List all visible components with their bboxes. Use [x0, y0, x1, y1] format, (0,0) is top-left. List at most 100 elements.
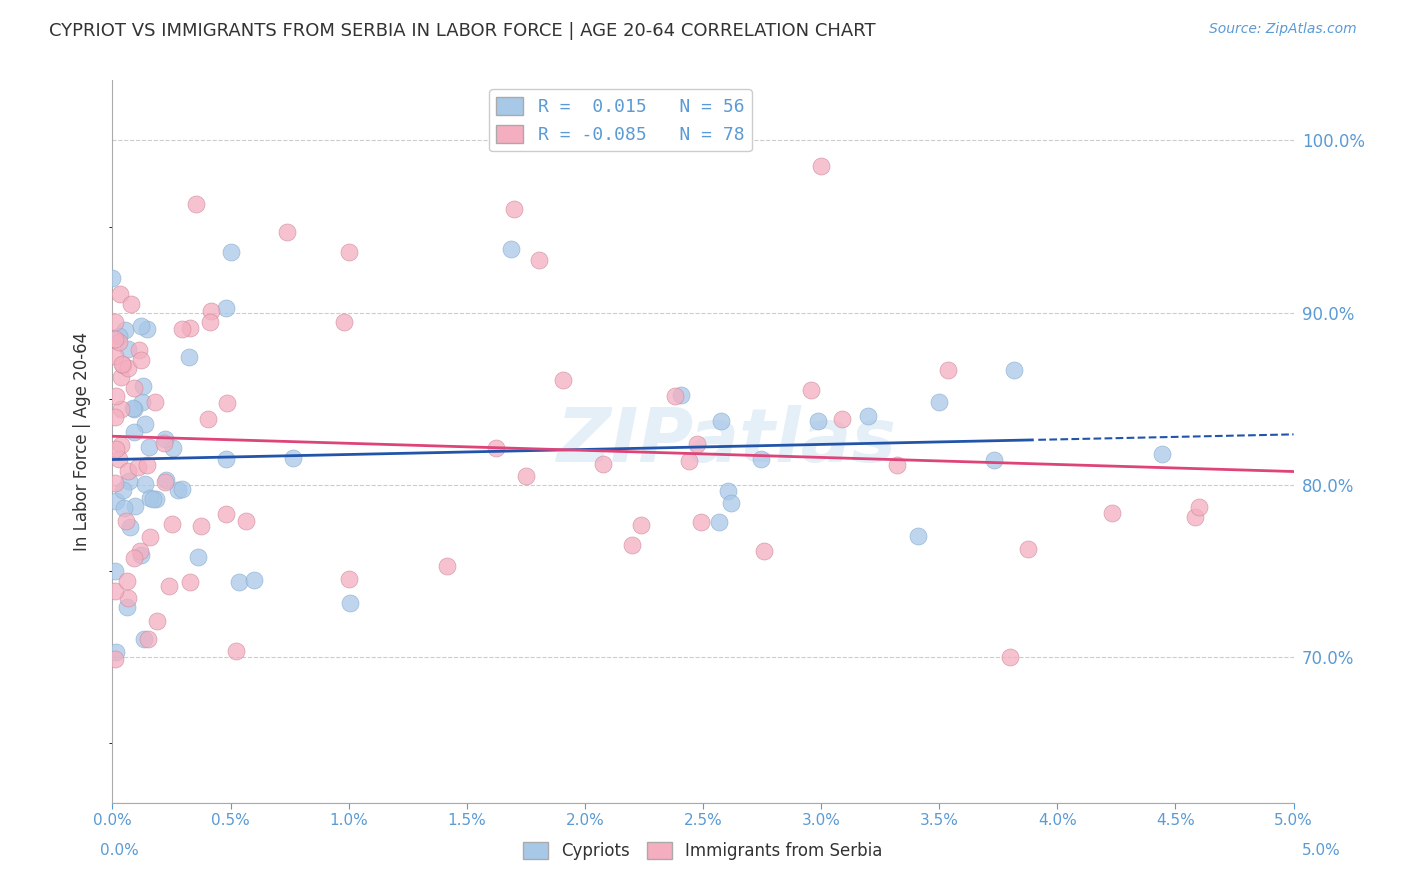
Point	[107, 334, 129, 349]
Legend: Cypriots, Immigrants from Serbia: Cypriots, Immigrants from Serbia	[516, 835, 890, 867]
Point	[117, 574, 139, 588]
Point	[129, 544, 152, 558]
Text: Source: ZipAtlas.com: Source: ZipAtlas.com	[1209, 22, 1357, 37]
Point	[1152, 447, 1174, 461]
Point	[678, 454, 700, 468]
Point	[800, 383, 823, 397]
Text: ZIPatlas: ZIPatlas	[557, 405, 897, 478]
Point	[219, 245, 242, 260]
Point	[132, 379, 155, 393]
Point	[669, 388, 692, 402]
Point	[1187, 500, 1209, 515]
Point	[124, 402, 146, 417]
Point	[162, 517, 184, 532]
Point	[664, 389, 686, 403]
Point	[907, 529, 929, 543]
Point	[145, 492, 167, 507]
Point	[122, 551, 145, 566]
Point	[104, 652, 127, 666]
Point	[186, 197, 208, 211]
Point	[630, 517, 652, 532]
Point	[122, 381, 145, 395]
Point	[138, 440, 160, 454]
Point	[831, 412, 853, 426]
Point	[134, 476, 156, 491]
Point	[754, 543, 776, 558]
Point	[157, 579, 180, 593]
Point	[339, 596, 361, 610]
Point	[243, 574, 266, 588]
Point	[104, 389, 127, 403]
Point	[228, 574, 250, 589]
Y-axis label: In Labor Force | Age 20-64: In Labor Force | Age 20-64	[73, 332, 91, 551]
Text: CYPRIOT VS IMMIGRANTS FROM SERBIA IN LABOR FORCE | AGE 20-64 CORRELATION CHART: CYPRIOT VS IMMIGRANTS FROM SERBIA IN LAB…	[49, 22, 876, 40]
Point	[197, 412, 219, 426]
Point	[108, 452, 131, 467]
Point	[998, 649, 1021, 664]
Point	[104, 442, 127, 457]
Point	[179, 350, 201, 364]
Point	[485, 441, 508, 455]
Point	[187, 550, 209, 565]
Point	[858, 409, 880, 423]
Point	[153, 432, 176, 446]
Point	[162, 441, 184, 455]
Point	[104, 332, 127, 346]
Point	[114, 323, 136, 337]
Point	[167, 483, 190, 498]
Point	[717, 483, 740, 498]
Point	[104, 584, 127, 599]
Point	[720, 496, 742, 510]
Point	[281, 451, 304, 466]
Point	[108, 286, 131, 301]
Point	[179, 320, 201, 334]
Point	[333, 315, 356, 329]
Point	[110, 401, 132, 416]
Point	[131, 394, 153, 409]
Point	[810, 159, 832, 173]
Point	[337, 245, 360, 260]
Point	[104, 315, 127, 329]
Point	[117, 342, 139, 356]
Point	[179, 575, 201, 590]
Point	[134, 417, 156, 431]
Point	[1101, 507, 1123, 521]
Point	[111, 357, 134, 371]
Point	[136, 322, 159, 336]
Point	[621, 538, 644, 552]
Point	[807, 414, 830, 428]
Point	[122, 425, 145, 439]
Point	[143, 394, 166, 409]
Point	[436, 558, 458, 573]
Point	[101, 271, 124, 285]
Point	[128, 343, 150, 357]
Point	[690, 515, 713, 529]
Point	[551, 373, 574, 387]
Point	[155, 473, 177, 487]
Text: 0.0%: 0.0%	[100, 843, 139, 858]
Point	[110, 370, 132, 384]
Point	[515, 468, 537, 483]
Point	[117, 591, 139, 606]
Point	[709, 515, 731, 529]
Point	[117, 474, 139, 488]
Point	[886, 458, 908, 472]
Text: 5.0%: 5.0%	[1302, 843, 1341, 858]
Point	[225, 643, 247, 657]
Point	[1017, 542, 1039, 557]
Point	[710, 414, 733, 428]
Point	[1002, 363, 1025, 377]
Point	[112, 500, 135, 515]
Point	[527, 252, 550, 267]
Point	[215, 452, 238, 467]
Point	[170, 482, 193, 496]
Point	[104, 564, 127, 578]
Point	[108, 328, 131, 343]
Point	[134, 632, 156, 647]
Point	[114, 514, 136, 528]
Point	[105, 494, 128, 508]
Point	[124, 499, 146, 513]
Point	[198, 315, 221, 329]
Point	[129, 549, 152, 563]
Point	[136, 458, 159, 473]
